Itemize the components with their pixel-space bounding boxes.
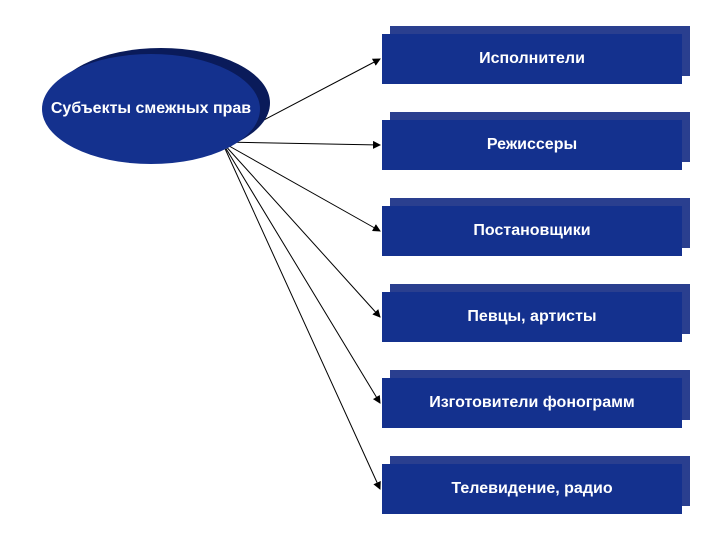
target-node: Режиссеры [382, 112, 690, 170]
edge [222, 142, 380, 317]
target-node-label: Постановщики [382, 206, 682, 256]
target-node-label: Исполнители [382, 34, 682, 84]
source-node: Субъекты смежных прав [42, 48, 270, 164]
source-node-label: Субъекты смежных прав [42, 54, 260, 164]
target-node-label: Певцы, артисты [382, 292, 682, 342]
target-node-label: Изготовители фонограмм [382, 378, 682, 428]
target-node-label: Режиссеры [382, 120, 682, 170]
target-node-label: Телевидение, радио [382, 464, 682, 514]
target-node: Постановщики [382, 198, 690, 256]
edge [222, 142, 380, 489]
target-node: Певцы, артисты [382, 284, 690, 342]
target-node: Исполнители [382, 26, 690, 84]
target-node: Изготовители фонограмм [382, 370, 690, 428]
target-node: Телевидение, радио [382, 456, 690, 514]
diagram-canvas: Субъекты смежных прав Исполнители Режиссер… [0, 0, 720, 540]
edge [222, 142, 380, 403]
